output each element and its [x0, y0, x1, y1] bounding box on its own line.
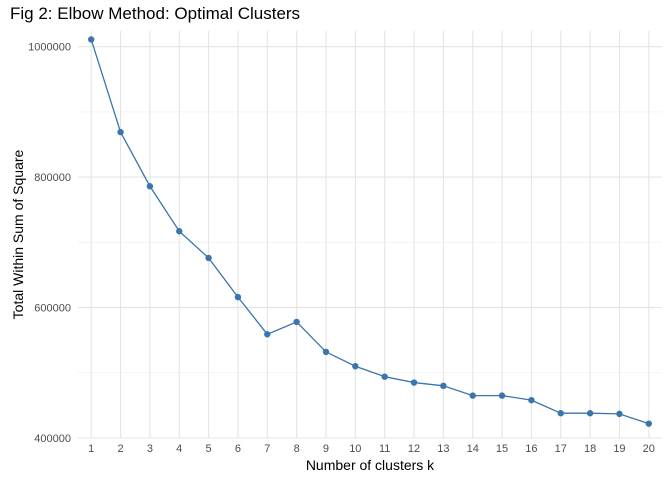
- major-gridlines: [78, 31, 662, 439]
- x-tick-label: 8: [294, 443, 300, 455]
- data-point: [293, 318, 300, 326]
- data-point: [117, 128, 124, 136]
- data-point: [469, 392, 476, 399]
- y-tick-label: 400000: [34, 433, 71, 445]
- data-point: [234, 293, 242, 301]
- data-point: [322, 348, 330, 356]
- x-tick-label: 6: [235, 443, 241, 455]
- data-point: [264, 331, 271, 338]
- x-tick-label: 1: [88, 443, 94, 455]
- y-tick-label: 800000: [34, 172, 71, 184]
- minor-gridlines: [78, 111, 662, 374]
- x-tick-label: 10: [349, 443, 361, 455]
- x-tick-label: 3: [147, 443, 153, 455]
- data-point: [440, 382, 447, 390]
- data-point: [381, 373, 388, 380]
- data-point: [352, 363, 359, 370]
- x-tick-label: 18: [584, 443, 596, 455]
- data-point: [205, 254, 212, 262]
- x-tick-label: 5: [206, 443, 212, 455]
- x-tick-label: 7: [264, 443, 270, 455]
- x-tick-label: 2: [117, 443, 123, 455]
- data-point: [410, 379, 418, 386]
- x-tick-label: 17: [555, 443, 567, 455]
- data-point: [88, 36, 95, 43]
- y-axis-title: Total Within Sum of Square: [10, 149, 26, 319]
- data-point: [645, 420, 652, 427]
- y-tick-label: 1000000: [28, 42, 71, 54]
- series-wss: [88, 36, 652, 427]
- data-point: [586, 410, 594, 417]
- data-point: [146, 183, 154, 190]
- x-tick-label: 13: [437, 443, 449, 455]
- x-tick-label: 14: [467, 443, 479, 455]
- x-tick-label: 20: [643, 443, 655, 455]
- chart-title: Fig 2: Elbow Method: Optimal Clusters: [10, 4, 301, 23]
- x-tick-label: 11: [379, 443, 390, 455]
- series-line: [90, 39, 649, 425]
- x-tick-label: 16: [525, 443, 537, 455]
- y-tick-label: 600000: [34, 303, 71, 315]
- data-point: [557, 410, 564, 417]
- x-tick-label: 9: [323, 443, 329, 455]
- data-point: [498, 392, 506, 399]
- x-tick-label: 15: [496, 443, 508, 455]
- x-tick-label: 19: [613, 443, 625, 455]
- y-tick-labels: 400000 600000 800000 1000000: [28, 42, 71, 445]
- x-tick-labels: 1 2 3 4 5 6 7 8 9 10 11 12 13 14 15 16 17 18 19 20: [88, 443, 655, 455]
- data-point: [528, 396, 535, 404]
- x-tick-label: 12: [408, 443, 420, 455]
- data-point: [176, 228, 183, 235]
- x-tick-label: 4: [176, 443, 182, 455]
- data-point: [616, 410, 623, 418]
- x-axis-title: Number of clusters k: [306, 457, 435, 473]
